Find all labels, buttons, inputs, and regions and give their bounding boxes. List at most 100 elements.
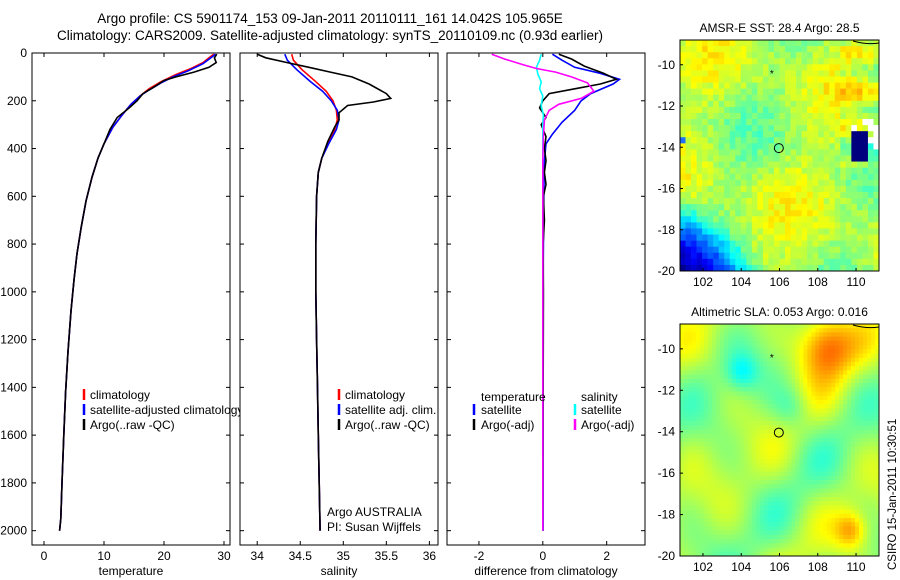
heatmap-cell: [723, 475, 729, 481]
heatmap-cell: [799, 345, 804, 350]
heatmap-cell: [867, 328, 872, 333]
heatmap-cell: [811, 458, 816, 464]
heatmap-cell: [819, 404, 824, 409]
heatmap-cell: [807, 421, 812, 426]
heatmap-cell: [790, 210, 797, 217]
heatmap-cell: [687, 501, 693, 506]
heatmap-cell: [875, 349, 880, 354]
heatmap-cell: [691, 492, 697, 498]
heatmap-cell: [829, 143, 836, 150]
heatmap-cell: [862, 228, 869, 235]
heatmap-cell: [829, 264, 836, 272]
heatmap-cell: [815, 534, 820, 540]
heatmap-cell: [829, 258, 836, 266]
heatmap-cell: [815, 467, 820, 472]
heatmap-cell: [779, 191, 786, 199]
heatmap-cell: [843, 539, 848, 544]
heatmap-cell: [834, 228, 841, 235]
heatmap-cell: [757, 185, 764, 193]
heatmap-cell: [683, 425, 689, 430]
heatmap-cell: [795, 484, 800, 489]
legend-entry: Argo(-adj): [581, 418, 634, 432]
heatmap-cell: [871, 370, 876, 375]
heatmap-cell: [875, 543, 880, 548]
heatmap-cell: [695, 496, 701, 502]
series-line-2: [58, 53, 218, 531]
heatmap-cell: [834, 119, 841, 126]
heatmap-cell: [707, 155, 714, 162]
heatmap-cell: [875, 391, 880, 397]
heatmap-cell: [727, 408, 733, 413]
heatmap-cell: [812, 161, 819, 168]
heatmap-cell: [818, 222, 825, 229]
heatmap-cell: [747, 349, 752, 354]
heatmap-cell: [696, 246, 703, 254]
heatmap-cell: [779, 425, 784, 430]
heatmap-cell: [773, 119, 780, 126]
heatmap-cell: [867, 458, 872, 464]
heatmap-cell: [834, 112, 841, 120]
heatmap-cell: [740, 119, 747, 126]
heatmap-cell: [799, 340, 804, 346]
heatmap-cell: [847, 458, 852, 464]
heatmap-cell: [743, 484, 748, 489]
heatmap-cell: [719, 387, 725, 392]
heatmap-cell: [696, 155, 703, 162]
heatmap-cell: [696, 179, 703, 187]
heatmap-cell: [691, 173, 697, 181]
heatmap-cell: [768, 204, 775, 211]
heatmap-cell: [811, 361, 816, 367]
heatmap-cell: [787, 383, 792, 388]
heatmap-cell: [713, 228, 719, 235]
heatmap-cell: [735, 332, 740, 337]
heatmap-cell: [856, 82, 863, 89]
heatmap-cell: [862, 234, 869, 241]
heatmap-cell: [851, 345, 856, 350]
heatmap-cell: [799, 357, 804, 363]
heatmap-cell: [687, 467, 693, 472]
heatmap-cell: [823, 399, 828, 405]
heatmap-cell: [829, 52, 836, 59]
heatmap-cell: [867, 484, 872, 489]
heatmap-cell: [819, 492, 824, 498]
heatmap-cell: [859, 324, 864, 329]
heatmap-cell: [707, 404, 713, 409]
heatmap-cell: [867, 442, 872, 447]
heatmap-cell: [762, 82, 769, 89]
heatmap-cell: [695, 505, 701, 510]
heatmap-cell: [718, 52, 725, 59]
heatmap-cell: [680, 88, 686, 96]
heatmap-cell: [680, 496, 685, 502]
heatmap-cell: [703, 332, 709, 337]
heatmap-cell: [695, 492, 701, 498]
heatmap-cell: [687, 526, 693, 531]
heatmap-cell: [815, 446, 820, 451]
heatmap-cell: [691, 543, 697, 548]
heatmap-cell: [759, 399, 764, 405]
heatmap-cell: [735, 551, 740, 557]
heatmap-cell: [773, 100, 780, 108]
heatmap-cell: [859, 361, 864, 367]
heatmap-cell: [707, 357, 713, 363]
heatmap-cell: [843, 543, 848, 548]
heatmap-cell: [763, 454, 768, 460]
heatmap-cell: [823, 467, 828, 472]
heatmap-cell: [703, 458, 709, 464]
heatmap-cell: [795, 421, 800, 426]
heatmap-cell: [812, 198, 819, 205]
heatmap-cell: [787, 484, 792, 489]
heatmap-cell: [785, 216, 791, 223]
heatmap-cell: [727, 378, 733, 384]
heatmap-cell: [751, 246, 758, 254]
heatmap-cell: [859, 458, 864, 464]
heatmap-cell: [851, 471, 856, 477]
heatmap-cell: [775, 408, 780, 413]
heatmap-cell: [707, 437, 713, 443]
heatmap-cell: [847, 332, 852, 337]
heatmap-cell: [702, 252, 708, 260]
heatmap-cell: [718, 64, 725, 71]
heatmap-cell: [835, 484, 840, 489]
heatmap-cell: [683, 404, 689, 409]
heatmap-cell: [823, 332, 828, 337]
heatmap-cell: [775, 492, 780, 498]
